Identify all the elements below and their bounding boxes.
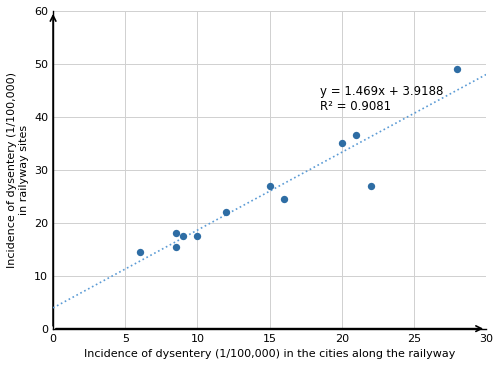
Text: y = 1.469x + 3.9188
R² = 0.9081: y = 1.469x + 3.9188 R² = 0.9081 (320, 85, 444, 113)
Point (172, 231, 180, 236)
Point (179, 233, 187, 239)
Point (453, 66, 461, 72)
Point (338, 141, 345, 146)
Y-axis label: Incidence of dysentery (1/100,000)
in railyway sites: Incidence of dysentery (1/100,000) in ra… (7, 72, 28, 268)
Point (366, 183, 374, 188)
Point (266, 183, 274, 188)
Point (280, 196, 288, 202)
X-axis label: Incidence of dysentery (1/100,000) in the cities along the railyway: Incidence of dysentery (1/100,000) in th… (84, 349, 456, 359)
Point (172, 244, 180, 250)
Point (136, 249, 143, 255)
Point (222, 209, 230, 215)
Point (194, 233, 202, 239)
Point (352, 132, 360, 138)
